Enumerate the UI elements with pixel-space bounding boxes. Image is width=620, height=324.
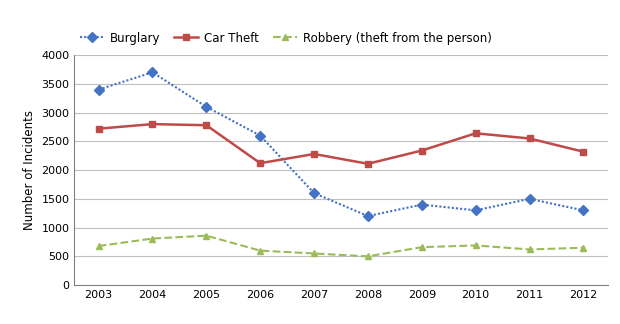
Robbery (theft from the person) xyxy=(95,244,102,248)
Car Theft xyxy=(472,131,479,135)
Car Theft xyxy=(526,136,533,140)
Burglary xyxy=(418,203,425,207)
Robbery (theft from the person) xyxy=(472,244,479,248)
Robbery (theft from the person) xyxy=(580,246,587,250)
Line: Robbery (theft from the person): Robbery (theft from the person) xyxy=(95,232,587,260)
Robbery (theft from the person) xyxy=(203,234,210,237)
Robbery (theft from the person) xyxy=(311,251,318,255)
Legend: Burglary, Car Theft, Robbery (theft from the person): Burglary, Car Theft, Robbery (theft from… xyxy=(81,31,492,45)
Line: Car Theft: Car Theft xyxy=(95,121,587,167)
Y-axis label: Number of Incidents: Number of Incidents xyxy=(23,110,36,230)
Line: Burglary: Burglary xyxy=(95,69,587,220)
Burglary xyxy=(95,88,102,92)
Robbery (theft from the person) xyxy=(418,245,425,249)
Burglary xyxy=(257,134,264,138)
Car Theft xyxy=(418,149,425,153)
Burglary xyxy=(311,191,318,195)
Car Theft xyxy=(364,162,371,166)
Robbery (theft from the person) xyxy=(257,249,264,253)
Burglary xyxy=(472,208,479,212)
Burglary xyxy=(149,70,156,74)
Robbery (theft from the person) xyxy=(149,237,156,240)
Robbery (theft from the person) xyxy=(526,248,533,251)
Car Theft xyxy=(311,152,318,156)
Car Theft xyxy=(149,122,156,126)
Car Theft xyxy=(580,150,587,154)
Car Theft xyxy=(95,127,102,131)
Burglary xyxy=(526,197,533,201)
Robbery (theft from the person) xyxy=(364,254,371,258)
Car Theft xyxy=(203,123,210,127)
Car Theft xyxy=(257,161,264,165)
Burglary xyxy=(580,208,587,212)
Burglary xyxy=(364,214,371,218)
Burglary xyxy=(203,105,210,109)
